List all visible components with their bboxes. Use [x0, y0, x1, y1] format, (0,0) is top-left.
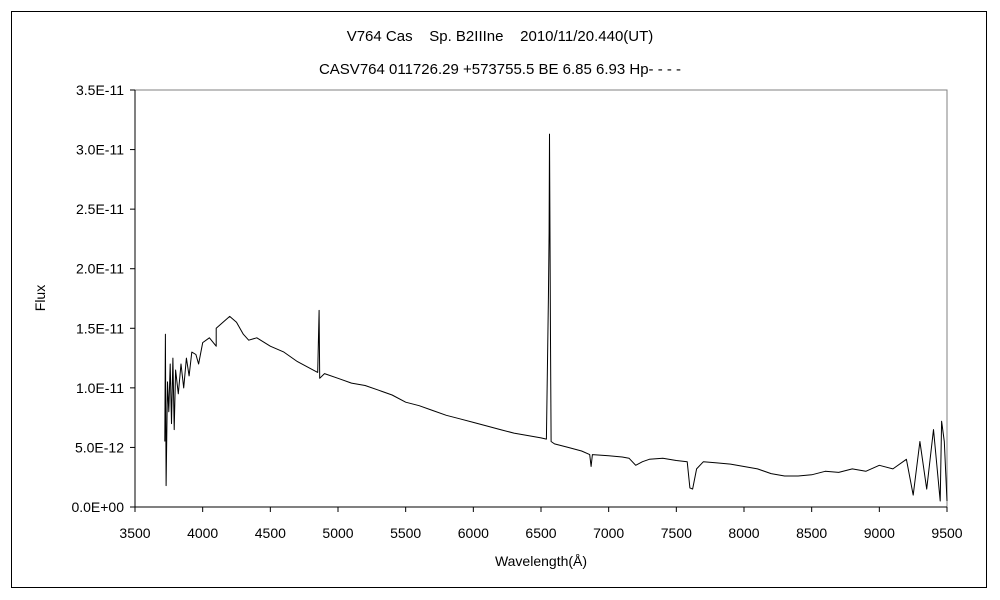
x-tick-label: 5000 — [322, 525, 353, 541]
chart-frame — [11, 11, 987, 588]
x-axis-title: Wavelength(Å) — [495, 553, 587, 569]
y-tick-label: 2.5E-11 — [76, 201, 124, 217]
x-tick-label: 9500 — [931, 525, 962, 541]
x-tick-label: 7000 — [593, 525, 624, 541]
x-tick-label: 6500 — [525, 525, 556, 541]
x-tick-label: 4000 — [187, 525, 218, 541]
spectrum-line — [164, 133, 948, 502]
x-tick-label: 6000 — [458, 525, 489, 541]
ticks-layer: 0.0E+00 5.0E-12 1.0E-11 1.5E-11 2.0E-11 2.5E-… — [71, 82, 962, 541]
x-tick-label: 8500 — [796, 525, 827, 541]
data-layer — [164, 133, 948, 502]
plot-area — [134, 89, 948, 508]
y-tick-label: 2.0E-11 — [76, 261, 124, 277]
y-tick-label: 5.0E-12 — [75, 439, 124, 455]
y-tick-label: 3.5E-11 — [76, 82, 124, 98]
x-tick-label: 8000 — [728, 525, 759, 541]
x-tick-label: 5500 — [390, 525, 421, 541]
y-tick-label: 0.0E+00 — [71, 499, 124, 515]
x-tick-label: 7500 — [661, 525, 692, 541]
x-tick-label: 3500 — [119, 525, 150, 541]
y-tick-label: 1.5E-11 — [76, 320, 124, 336]
chart-title: V764 Cas Sp. B2IIIne 2010/11/20.440(UT) — [347, 28, 654, 45]
y-axis-title: Flux — [32, 285, 48, 311]
y-tick-label: 3.0E-11 — [76, 142, 124, 158]
y-tick-label: 1.0E-11 — [76, 380, 124, 396]
x-tick-label: 9000 — [864, 525, 895, 541]
chart-subtitle: CASV764 011726.29 +573755.5 BE 6.85 6.93… — [319, 61, 681, 78]
x-tick-label: 4500 — [255, 525, 286, 541]
